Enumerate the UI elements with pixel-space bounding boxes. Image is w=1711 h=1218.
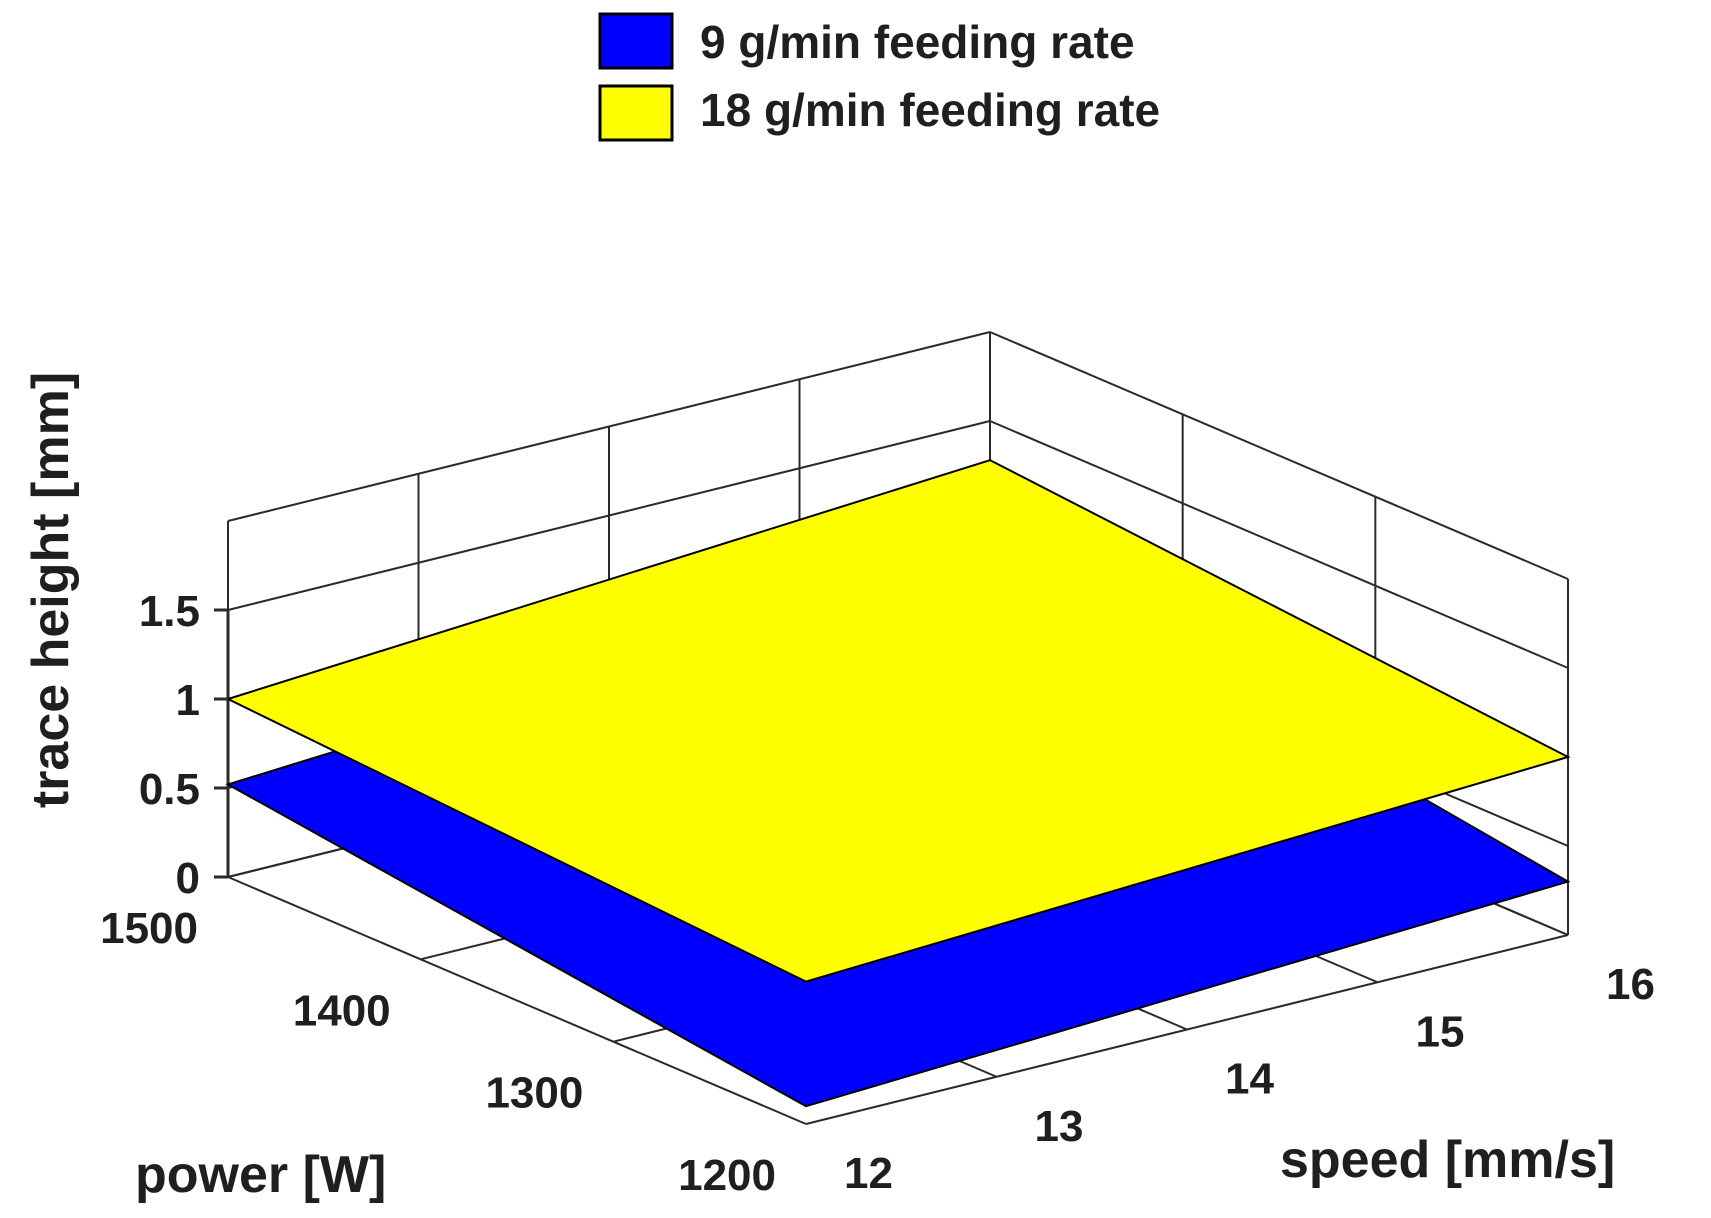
- grid-side-horizontal: [989, 420, 1569, 669]
- x-tick-label: 15: [1416, 1007, 1465, 1056]
- grid-back-horizontal: [227, 420, 991, 611]
- x-tick-label: 14: [1225, 1055, 1274, 1104]
- grid-side-horizontal: [989, 331, 1569, 580]
- legend-label-9gmin: 9 g/min feeding rate: [700, 16, 1135, 68]
- x-axis-label: speed [mm/s]: [1280, 1131, 1615, 1189]
- z-tick-label: 0.5: [139, 765, 200, 814]
- y-tick-label: 1200: [678, 1151, 776, 1200]
- grid-floor-speed: [227, 876, 807, 1125]
- y-tick-label: 1400: [293, 986, 391, 1035]
- legend-swatch-9gmin: [598, 12, 674, 70]
- y-axis-label: power [W]: [135, 1146, 386, 1204]
- z-axis-label: trace height [mm]: [22, 372, 80, 808]
- surface-1: [225, 459, 1571, 983]
- legend: 9 g/min feeding rate 18 g/min feeding ra…: [598, 12, 1160, 142]
- surfaces: [225, 459, 1571, 1108]
- x-tick-label: 16: [1606, 960, 1655, 1009]
- x-tick-label: 13: [1035, 1102, 1084, 1151]
- z-tick-label: 1: [176, 676, 200, 725]
- legend-swatch-18gmin: [598, 84, 674, 142]
- y-tick-label: 1300: [485, 1069, 583, 1118]
- x-tick-label: 12: [844, 1149, 893, 1198]
- grid-back-horizontal: [227, 331, 991, 522]
- grid-floor-power: [805, 934, 1569, 1125]
- z-tick-label: 0: [176, 854, 200, 903]
- z-tick-label: 1.5: [139, 587, 200, 636]
- y-tick-label: 1500: [100, 904, 198, 953]
- tick-labels: 0 0.5 1 1.5 1200 1300 1400 1500 12 13 14 15 16: [100, 587, 1655, 1200]
- legend-label-18gmin: 18 g/min feeding rate: [700, 84, 1160, 136]
